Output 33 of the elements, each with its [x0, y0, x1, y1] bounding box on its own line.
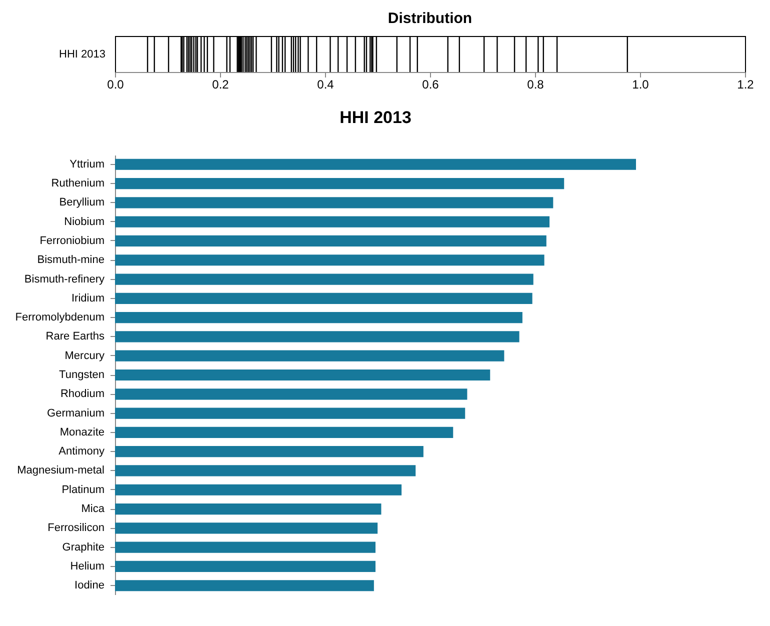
- y-tick-label: Platinum: [62, 484, 104, 496]
- y-tick-label: Iridium: [71, 292, 104, 304]
- y-tick-label: Rare Earths: [46, 330, 105, 343]
- y-tick-label: Iodine: [74, 580, 104, 592]
- y-tick-label: Graphite: [62, 541, 104, 554]
- x-tick-label: 0.2: [212, 78, 230, 92]
- x-tick-label: 0.6: [422, 78, 440, 92]
- x-tick-label: 0.0: [107, 78, 124, 92]
- y-tick-label: Niobium: [64, 216, 104, 228]
- y-tick-label: Ferroniobium: [40, 234, 104, 247]
- chart-title: Distribution: [388, 10, 472, 27]
- x-tick-label: 0.4: [317, 78, 334, 92]
- x-tick-label: 1.0: [632, 78, 650, 92]
- y-tick-label: Bismuth-mine: [37, 254, 104, 266]
- y-tick-label: Mercury: [64, 350, 105, 362]
- y-tick-label: Monazite: [60, 426, 104, 438]
- chart-title: HHI 2013: [340, 108, 412, 127]
- y-tick-label: Mica: [81, 503, 106, 516]
- y-axis-title: HHI 2013: [59, 48, 106, 60]
- y-tick-label: Beryllium: [59, 196, 104, 209]
- y-tick-label: Germanium: [47, 407, 104, 420]
- y-tick-label: Ferromolybdenum: [15, 312, 104, 324]
- y-tick-label: Helium: [70, 560, 104, 572]
- y-tick-label: Yttrium: [70, 158, 104, 170]
- y-tick-label: Magnesium-metal: [17, 464, 104, 477]
- y-tick-label: Tungsten: [59, 369, 104, 381]
- y-tick-label: Ferrosilicon: [48, 522, 104, 534]
- y-tick-label: Antimony: [58, 446, 105, 458]
- x-tick-label: 1.2: [737, 78, 754, 92]
- y-tick-label: Rhodium: [60, 388, 104, 400]
- x-tick-label: 0.8: [527, 78, 544, 92]
- y-tick-label: Ruthenium: [51, 178, 104, 190]
- y-tick-label: Bismuth-refinery: [24, 273, 105, 286]
